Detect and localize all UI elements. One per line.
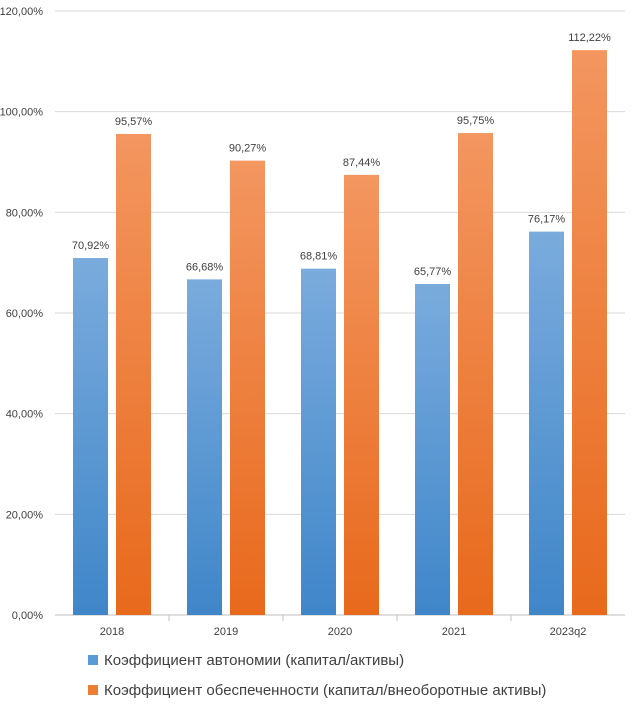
y-tick-label: 40,00% <box>6 409 44 421</box>
x-category-label: 2023q2 <box>550 626 587 638</box>
y-tick-label: 80,00% <box>6 207 44 219</box>
data-label-autonomy: 70,92% <box>72 240 110 252</box>
y-tick-label: 20,00% <box>6 509 44 521</box>
y-tick-label: 100,00% <box>0 107 43 119</box>
legend-swatch-autonomy <box>88 655 98 665</box>
bar-coverage <box>458 133 493 615</box>
legend-label-coverage: Коэффициент обеспеченности (капитал/внео… <box>104 681 547 699</box>
data-label-coverage: 90,27% <box>229 143 267 155</box>
data-label-autonomy: 76,17% <box>528 214 566 226</box>
legend-swatch-coverage <box>88 685 98 695</box>
bar-autonomy <box>73 258 108 615</box>
bar-coverage <box>344 174 379 616</box>
x-category-label: 2020 <box>328 626 352 638</box>
bar-coverage <box>230 160 265 616</box>
x-category-label: 2018 <box>100 626 124 638</box>
legend: Коэффициент автономии (капитал/активы) К… <box>88 645 546 705</box>
data-label-coverage: 112,22% <box>568 32 611 44</box>
data-label-autonomy: 68,81% <box>300 251 338 263</box>
legend-label-autonomy: Коэффициент автономии (капитал/активы) <box>104 651 405 669</box>
y-tick-label: 60,00% <box>6 308 44 320</box>
legend-item-coverage: Коэффициент обеспеченности (капитал/внео… <box>88 675 546 705</box>
data-label-autonomy: 65,77% <box>414 266 452 278</box>
data-label-coverage: 87,44% <box>343 157 381 169</box>
bar-autonomy <box>301 268 336 615</box>
bar-autonomy <box>187 279 222 615</box>
data-label-autonomy: 66,68% <box>186 261 224 273</box>
chart-plot: 0,00% 20,00% 40,00% 60,00% 80,00% 100,00% 120,… <box>0 6 625 638</box>
bar-autonomy <box>529 231 564 615</box>
y-tick-label: 0,00% <box>12 610 43 622</box>
data-label-coverage: 95,75% <box>457 115 495 127</box>
y-tick-label: 120,00% <box>0 6 43 18</box>
bar-coverage <box>116 133 151 615</box>
x-category-label: 2019 <box>214 626 238 638</box>
bar-autonomy <box>415 283 450 615</box>
bar-coverage <box>572 50 607 616</box>
x-category-label: 2021 <box>442 626 466 638</box>
legend-item-autonomy: Коэффициент автономии (капитал/активы) <box>88 645 546 675</box>
data-label-coverage: 95,57% <box>115 116 153 128</box>
